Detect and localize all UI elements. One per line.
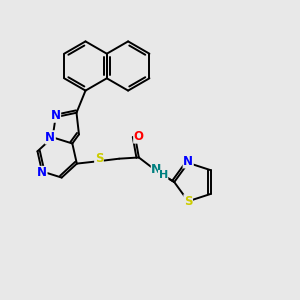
Text: N: N	[151, 163, 162, 176]
Text: N: N	[183, 155, 193, 168]
Text: S: S	[95, 152, 103, 165]
Text: N: N	[37, 167, 47, 179]
Text: N: N	[45, 131, 55, 144]
Text: H: H	[158, 170, 168, 181]
Text: O: O	[134, 130, 144, 143]
Text: S: S	[184, 195, 192, 208]
Text: N: N	[51, 109, 61, 122]
